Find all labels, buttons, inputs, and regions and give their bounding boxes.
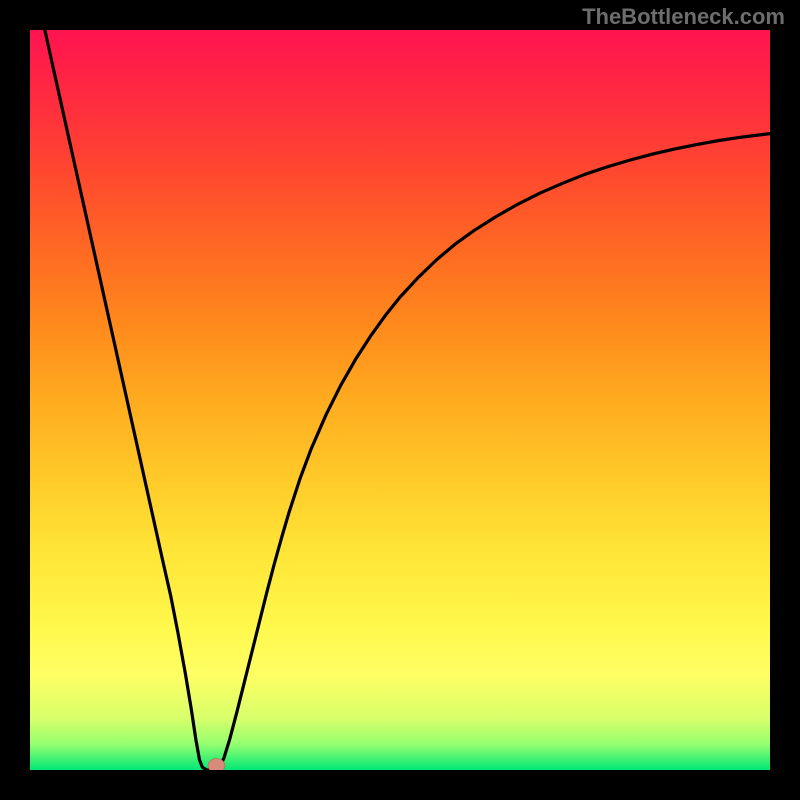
watermark-text: TheBottleneck.com	[582, 4, 785, 30]
plot-area	[30, 30, 770, 770]
gradient-background	[30, 30, 770, 770]
frame-right	[770, 0, 800, 800]
minimum-marker	[208, 759, 225, 770]
frame-bottom	[0, 770, 800, 800]
frame-left	[0, 0, 30, 800]
chart-svg	[30, 30, 770, 770]
